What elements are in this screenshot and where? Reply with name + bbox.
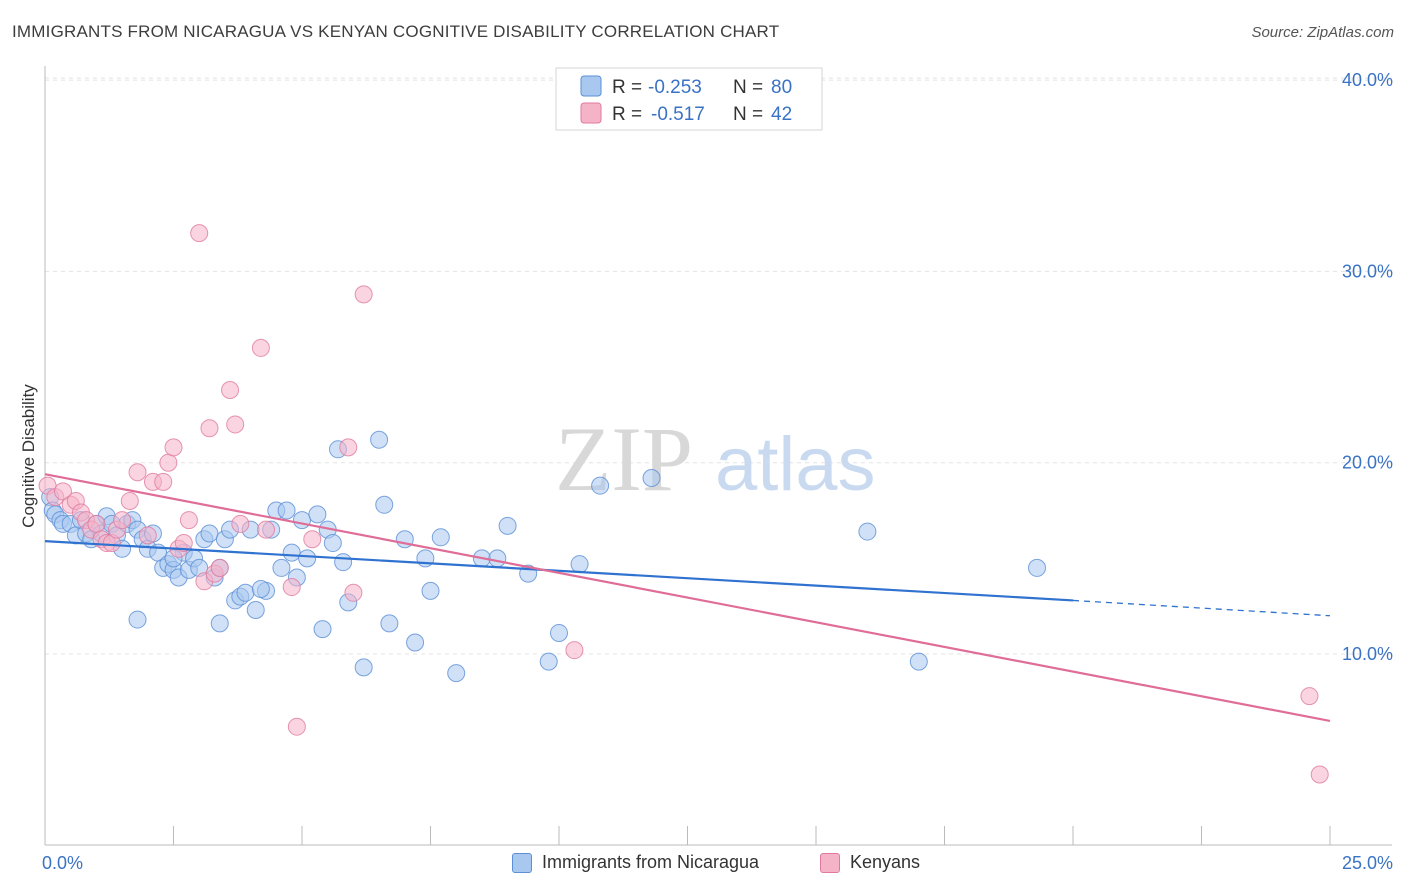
- kenyan-point: [339, 438, 358, 457]
- kenyan-point: [344, 583, 363, 602]
- kenyan-point: [154, 472, 173, 491]
- legend-swatch-nicaragua: [580, 75, 602, 97]
- legend-swatch-nicaragua-bottom: [512, 852, 532, 873]
- legend-label-nicaragua: Immigrants from Nicaragua: [542, 852, 760, 872]
- nicaragua-point: [431, 528, 450, 547]
- y-axis-title: Cognitive Disability: [19, 384, 38, 528]
- nicaragua-point: [323, 534, 342, 553]
- kenyan-point: [159, 453, 178, 472]
- nicaragua-point: [447, 664, 466, 683]
- grid: [45, 77, 1392, 655]
- legend-swatch-kenyans-bottom: [820, 852, 840, 873]
- nicaragua-point: [282, 543, 301, 562]
- x-tick-max: 25.0%: [1342, 853, 1393, 873]
- nicaragua-trend-extension: [1072, 599, 1331, 617]
- legend-n-value-1: 80: [771, 77, 792, 98]
- nicaragua-point: [642, 469, 661, 488]
- legend-r-value-2: -0.517: [651, 104, 705, 125]
- nicaragua-point: [488, 549, 507, 568]
- nicaragua-point: [498, 516, 517, 535]
- kenyan-point: [303, 530, 322, 549]
- nicaragua-point: [380, 614, 399, 633]
- legend-r-label-2: R =: [612, 104, 642, 125]
- nicaragua-point: [128, 610, 147, 629]
- nicaragua-point: [406, 633, 425, 652]
- trend-lines: [44, 473, 1331, 723]
- kenyan-point: [221, 381, 240, 400]
- watermark: ZIP atlas: [555, 408, 876, 510]
- kenyan-point: [87, 514, 106, 533]
- source-label: Source: ZipAtlas.com: [1251, 24, 1394, 41]
- nicaragua-point: [354, 658, 373, 677]
- nicaragua-point: [334, 553, 353, 572]
- nicaragua-point: [539, 652, 558, 671]
- y-tick-label: 30.0%: [1342, 261, 1393, 281]
- nicaragua-point: [308, 505, 327, 524]
- kenyan-point: [287, 717, 306, 736]
- bottom-legend-kenyans: Kenyans: [820, 852, 920, 873]
- y-tick-label: 40.0%: [1342, 70, 1393, 90]
- kenyan-point: [138, 526, 157, 545]
- nicaragua-point: [277, 501, 296, 520]
- kenyan-point: [210, 558, 229, 577]
- nicaragua-point: [375, 495, 394, 514]
- kenyan-point: [179, 511, 198, 530]
- nicaragua-point: [246, 601, 265, 620]
- legend-r-value-1: -0.253: [648, 77, 702, 98]
- legend-label-kenyans: Kenyans: [850, 852, 921, 872]
- nicaragua-point: [210, 614, 229, 633]
- kenyan-point: [565, 641, 584, 660]
- kenyan-point: [128, 463, 147, 482]
- nicaragua-point: [313, 620, 332, 639]
- nicaragua-point: [293, 511, 311, 530]
- kenyan-point: [1300, 687, 1319, 706]
- nicaragua-point: [1028, 558, 1047, 577]
- bottom-legend-nicaragua: Immigrants from Nicaragua: [512, 852, 759, 873]
- kenyan-point: [226, 415, 245, 434]
- top-legend: R = -0.253 N = 80 R = -0.517 N = 42: [555, 67, 823, 131]
- nicaragua-point: [236, 583, 255, 602]
- nicaragua-point: [570, 555, 589, 574]
- kenyan-point: [190, 224, 209, 243]
- nicaragua-point: [421, 581, 440, 600]
- watermark-atlas: atlas: [715, 422, 876, 507]
- nicaragua-point: [200, 524, 219, 543]
- kenyan-point: [282, 578, 301, 597]
- kenyan-point: [200, 419, 219, 438]
- kenyan-point: [251, 338, 270, 357]
- nicaragua-point: [591, 476, 610, 495]
- legend-n-label-1: N =: [733, 77, 763, 98]
- nicaragua-point: [370, 430, 389, 449]
- y-tick-labels: 10.0% 20.0% 30.0% 40.0%: [1342, 70, 1393, 664]
- axes: [44, 66, 1392, 846]
- watermark-zip: ZIP: [555, 408, 693, 510]
- y-tick-label: 10.0%: [1342, 644, 1393, 664]
- kenyan-point: [354, 285, 373, 304]
- x-tick-min: 0.0%: [42, 853, 83, 873]
- legend-n-value-2: 42: [771, 104, 792, 125]
- nicaragua-point: [858, 522, 877, 541]
- kenyan-point: [164, 438, 183, 457]
- chart-title: IMMIGRANTS FROM NICARAGUA VS KENYAN COGN…: [12, 22, 780, 41]
- y-tick-label: 20.0%: [1342, 453, 1393, 473]
- nicaragua-point: [909, 652, 928, 671]
- nicaragua-point: [251, 579, 270, 598]
- kenyan-point: [120, 491, 139, 510]
- nicaragua-point: [298, 549, 317, 568]
- legend-r-label-1: R =: [612, 77, 642, 98]
- kenyan-point: [113, 511, 132, 530]
- kenyan-point: [257, 520, 276, 539]
- kenyan-trend-line: [44, 473, 1331, 723]
- kenyan-point: [174, 534, 193, 553]
- nicaragua-point: [272, 558, 291, 577]
- kenyan-point: [231, 514, 250, 533]
- nicaragua-trend-line: [44, 540, 1074, 602]
- nicaragua-point: [550, 623, 568, 642]
- legend-n-label-2: N =: [733, 104, 763, 125]
- points-layer: [38, 224, 1329, 784]
- kenyan-point: [53, 482, 72, 501]
- kenyan-point: [1310, 765, 1329, 784]
- legend-swatch-kenyans: [580, 102, 602, 124]
